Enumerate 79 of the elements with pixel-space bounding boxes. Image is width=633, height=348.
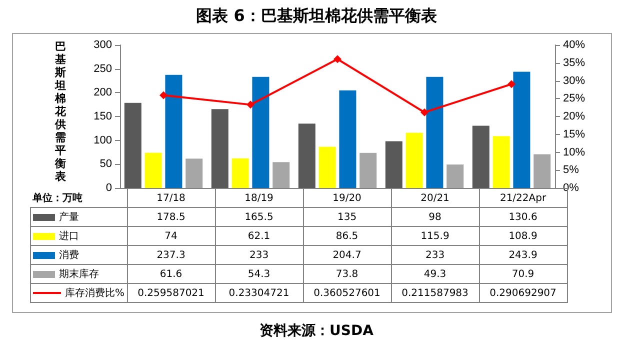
bar <box>472 126 490 188</box>
data-label: 237.3 <box>127 246 216 264</box>
data-label: 204.7 <box>303 246 392 264</box>
legend-label: 进口 <box>30 226 128 246</box>
y-tick-label: 150 <box>94 110 112 122</box>
y-tick-label: 200 <box>94 86 112 99</box>
data-label: 49.3 <box>391 264 480 284</box>
data-label: 243.9 <box>479 246 568 264</box>
x-tick-label: 17/18 <box>127 188 216 208</box>
data-label: 86.5 <box>303 226 392 246</box>
data-label: 61.6 <box>127 264 216 284</box>
y-tick-label: 50 <box>100 158 112 170</box>
data-label: 233 <box>391 246 480 264</box>
bar <box>339 90 356 188</box>
data-label: 115.9 <box>391 226 480 246</box>
bar <box>446 164 464 188</box>
data-label: 0.290692907 <box>479 284 568 302</box>
x-tick-label: 20/21 <box>391 188 480 208</box>
data-label: 54.3 <box>215 264 304 284</box>
bar <box>252 76 270 188</box>
y2-tick-label: 20% <box>563 110 586 122</box>
data-label: 70.9 <box>479 264 568 284</box>
data-label: 233 <box>215 246 304 264</box>
data-label: 108.9 <box>479 226 568 246</box>
data-label: 0.211587983 <box>391 284 480 302</box>
x-tick-label: 21/22Apr <box>500 192 546 204</box>
bar <box>426 76 444 188</box>
bar <box>318 146 336 188</box>
bar <box>298 124 316 188</box>
y-tick-label: 0 <box>106 182 112 194</box>
y-tick-label: 100 <box>94 134 112 146</box>
chart-title: 图表 6：巴基斯坦棉花供需平衡表 <box>195 6 438 27</box>
data-label: 0.360527601 <box>303 284 392 302</box>
point <box>508 80 516 88</box>
bar <box>165 74 182 188</box>
x-tick-label: 18/19 <box>215 188 304 208</box>
legend-label: 产量 <box>30 208 128 226</box>
bar <box>144 152 162 188</box>
bar <box>534 154 551 188</box>
y-tick-label: 250 <box>94 62 112 75</box>
text: 资料来源：USDA <box>258 322 374 340</box>
data-label: 0.259587021 <box>127 284 216 302</box>
y2-tick-label: 35% <box>563 56 586 69</box>
y2-tick-label: 25% <box>563 92 586 105</box>
data-label: 74 <box>127 226 216 246</box>
point <box>334 55 342 64</box>
data-label: 130.6 <box>479 208 568 226</box>
bar <box>360 152 377 188</box>
bar <box>211 109 228 188</box>
data-label: 165.5 <box>215 208 304 226</box>
data-label: 62.1 <box>215 226 304 246</box>
legend-label: 期末库存 <box>30 264 128 284</box>
bar <box>406 132 423 188</box>
bar <box>124 102 142 188</box>
data-label: 98 <box>391 208 480 226</box>
bar <box>385 141 402 188</box>
legend-label: 消费 <box>30 246 128 264</box>
y2-tick-label: 10% <box>563 146 586 158</box>
y-tick-label: 300 <box>94 39 112 51</box>
bar <box>232 158 249 188</box>
y2-tick-label: 15% <box>563 128 586 140</box>
y2-tick-label: 40% <box>563 39 586 51</box>
point <box>246 100 254 109</box>
point <box>160 91 168 100</box>
y2-tick-label: 30% <box>563 74 586 87</box>
bar <box>492 136 510 188</box>
data-label: 178.5 <box>127 208 216 226</box>
text: 巴基斯坦棉花供需平衡表 <box>55 40 66 183</box>
data-label: 73.8 <box>303 264 392 284</box>
legend-label: 库存消费比% <box>30 284 128 302</box>
data-label: 0.23304721 <box>215 284 304 302</box>
bar <box>513 72 530 188</box>
bar <box>186 158 203 188</box>
y2-tick-label: 5% <box>563 164 580 176</box>
text: 单位：万吨 <box>32 192 82 204</box>
point <box>420 108 428 116</box>
bar <box>272 162 290 188</box>
data-label: 135 <box>303 208 392 226</box>
x-tick-label: 19/20 <box>303 188 392 208</box>
